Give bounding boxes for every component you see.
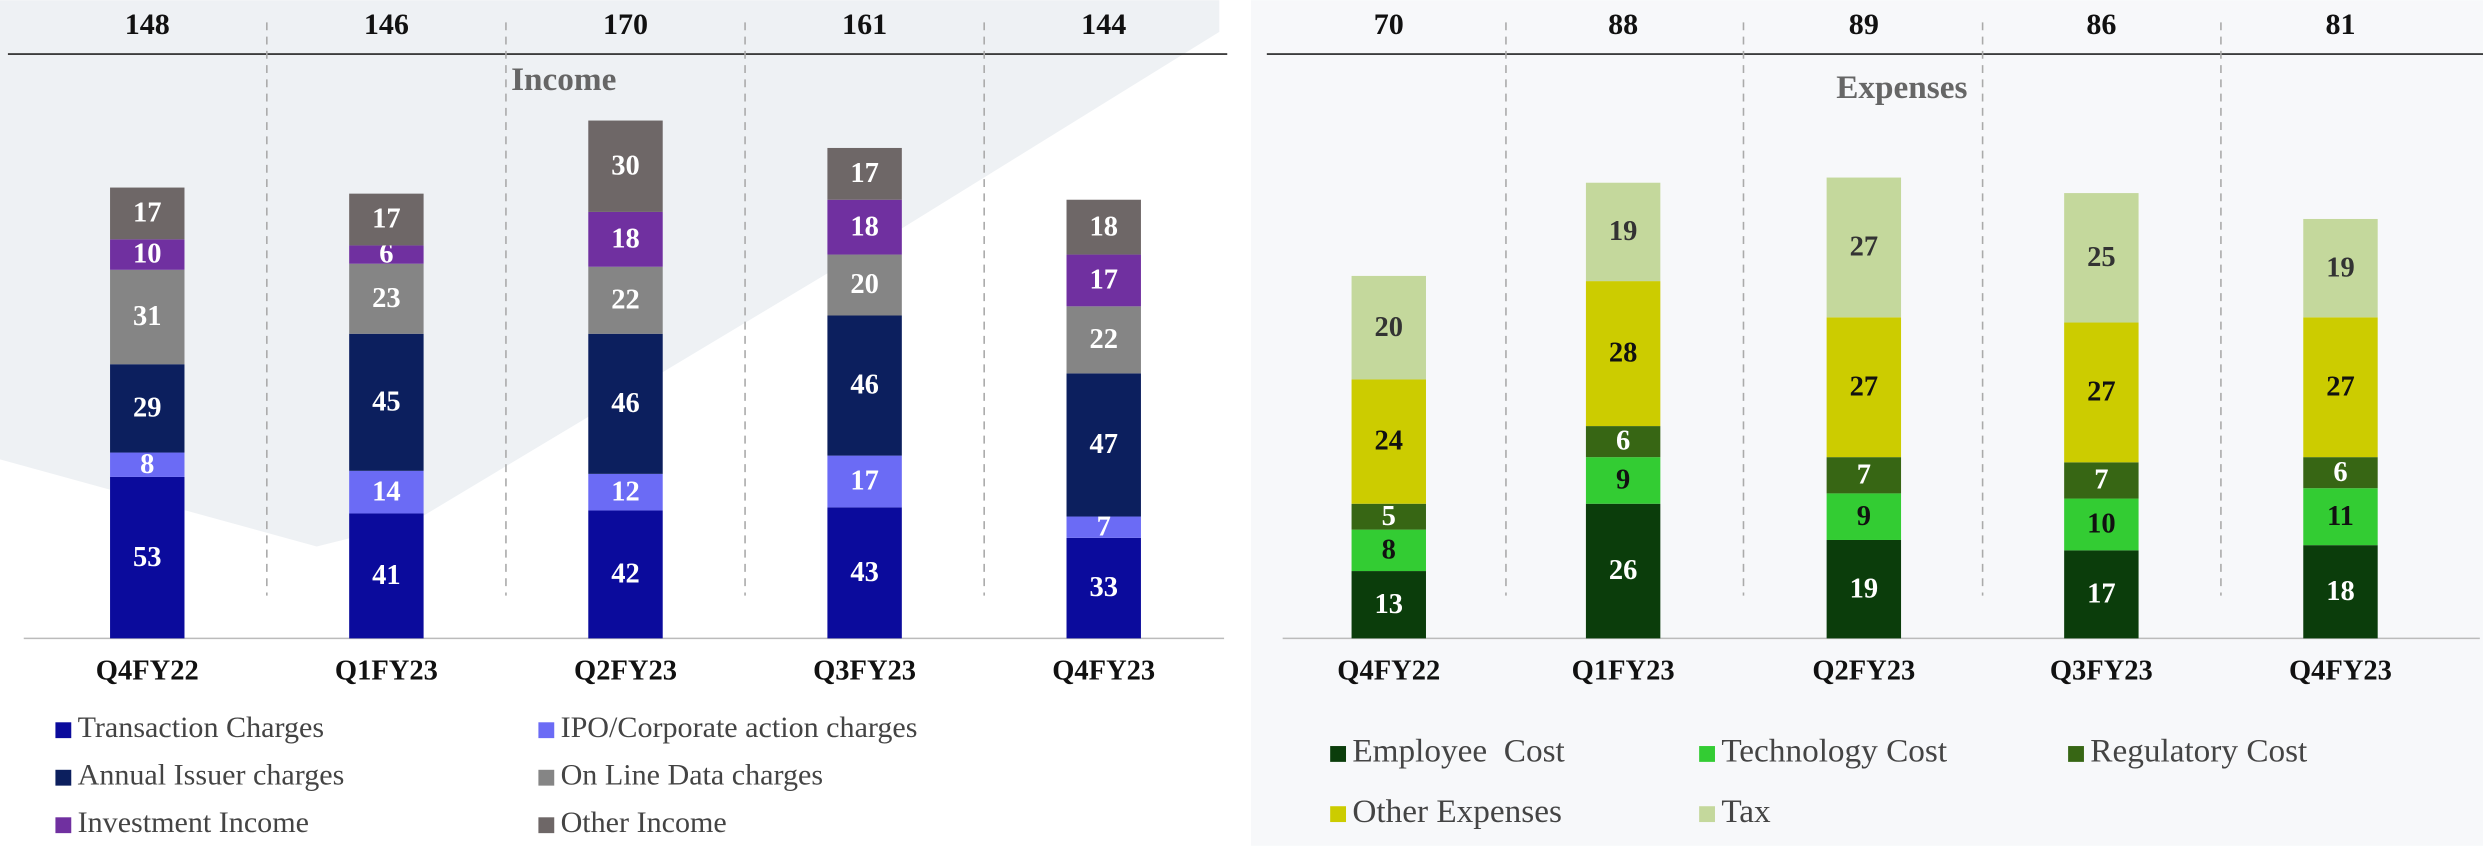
- value-label: 11: [2327, 501, 2354, 532]
- value-label: 27: [2326, 371, 2355, 402]
- value-label: 27: [1850, 232, 1878, 263]
- total-label: 86: [2086, 7, 2116, 41]
- legend-label: Annual Issuer charges: [78, 758, 345, 792]
- value-label: 19: [1850, 573, 1878, 604]
- value-label: 18: [611, 223, 640, 254]
- value-label: 45: [372, 386, 401, 417]
- value-label: 30: [611, 150, 640, 181]
- value-label: 42: [611, 559, 640, 590]
- value-label: 33: [1089, 572, 1118, 603]
- value-label: 10: [2087, 509, 2116, 540]
- legend-label: Other Income: [561, 805, 727, 839]
- value-label: 17: [850, 466, 878, 497]
- legend-label: On Line Data charges: [561, 758, 824, 792]
- total-label: 148: [125, 7, 170, 41]
- value-label: 46: [850, 370, 878, 401]
- x-tick-label: Q1FY23: [1572, 656, 1675, 687]
- legend-label: IPO/Corporate action charges: [561, 710, 918, 744]
- x-tick-label: Q1FY23: [335, 656, 438, 687]
- x-tick-label: Q4FY22: [96, 656, 199, 687]
- total-label: 146: [364, 7, 409, 41]
- total-label: 170: [603, 7, 648, 41]
- legend-swatch: [538, 817, 554, 833]
- page: Income148Q4FY2253829311017146Q1FY2341144…: [0, 0, 2483, 846]
- value-label: 41: [372, 560, 401, 591]
- value-label: 13: [1375, 589, 1404, 620]
- chart: Income148Q4FY2253829311017146Q1FY2341144…: [0, 0, 2483, 846]
- value-label: 6: [1616, 426, 1630, 457]
- value-label: 43: [850, 557, 878, 588]
- legend-swatch: [1699, 746, 1715, 762]
- value-label: 24: [1375, 426, 1404, 457]
- x-tick-label: Q2FY23: [574, 656, 677, 687]
- value-label: 9: [1616, 465, 1630, 496]
- value-label: 28: [1609, 338, 1638, 369]
- value-label: 27: [1850, 371, 1878, 402]
- value-label: 7: [2094, 465, 2108, 496]
- x-tick-label: Q3FY23: [2050, 656, 2153, 687]
- value-label: 18: [850, 211, 878, 242]
- value-label: 14: [372, 476, 401, 507]
- value-label: 26: [1609, 555, 1638, 586]
- x-tick-label: Q4FY23: [1052, 656, 1155, 687]
- legend-label: Other Expenses: [1352, 793, 1562, 830]
- legend-swatch: [2068, 746, 2084, 762]
- value-label: 8: [140, 449, 154, 480]
- chart-title: Income: [511, 61, 616, 98]
- total-label: 88: [1608, 7, 1638, 41]
- legend-swatch: [1699, 806, 1715, 822]
- value-label: 12: [611, 476, 640, 507]
- x-tick-label: Q4FY23: [2289, 656, 2392, 687]
- value-label: 17: [1089, 265, 1118, 296]
- value-label: 25: [2087, 242, 2116, 273]
- value-label: 17: [133, 198, 162, 229]
- value-label: 27: [2087, 377, 2116, 408]
- value-label: 31: [133, 301, 162, 332]
- value-label: 19: [2326, 252, 2355, 283]
- value-label: 20: [1375, 312, 1404, 343]
- value-label: 17: [850, 158, 878, 189]
- value-label: 19: [1609, 216, 1638, 247]
- legend-swatch: [55, 722, 71, 738]
- value-label: 20: [850, 269, 878, 300]
- legend-swatch: [55, 817, 71, 833]
- value-label: 18: [2326, 576, 2355, 607]
- x-tick-label: Q3FY23: [813, 656, 916, 687]
- total-label: 70: [1374, 7, 1404, 41]
- value-label: 22: [1089, 324, 1118, 355]
- x-tick-label: Q2FY23: [1812, 656, 1915, 687]
- value-label: 18: [1089, 211, 1118, 242]
- value-label: 6: [2333, 457, 2347, 488]
- legend-label: Transaction Charges: [78, 710, 324, 744]
- value-label: 9: [1857, 501, 1871, 532]
- legend-label: Regulatory Cost: [2090, 733, 2308, 770]
- value-label: 47: [1089, 429, 1118, 460]
- value-label: 22: [611, 284, 640, 315]
- value-label: 17: [2087, 578, 2116, 609]
- value-label: 7: [1857, 459, 1871, 490]
- total-label: 81: [2325, 7, 2355, 41]
- legend-label: Technology Cost: [1721, 733, 1948, 770]
- value-label: 53: [133, 542, 162, 573]
- legend-label: Investment Income: [78, 805, 309, 839]
- value-label: 17: [372, 204, 401, 235]
- legend-swatch: [1330, 806, 1346, 822]
- value-label: 8: [1382, 534, 1396, 565]
- value-label: 29: [133, 393, 162, 424]
- value-label: 5: [1382, 501, 1396, 532]
- legend-swatch: [55, 770, 71, 786]
- chart-title: Expenses: [1836, 69, 1967, 106]
- value-label: 23: [372, 283, 401, 314]
- value-label: 46: [611, 388, 640, 419]
- total-label: 144: [1081, 7, 1126, 41]
- legend-swatch: [1330, 746, 1346, 762]
- total-label: 161: [842, 7, 887, 41]
- legend-label: Employee Cost: [1352, 733, 1565, 770]
- legend-swatch: [538, 722, 554, 738]
- x-tick-label: Q4FY22: [1337, 656, 1440, 687]
- legend-label: Tax: [1721, 793, 1771, 830]
- value-label: 10: [133, 239, 162, 270]
- legend-swatch: [538, 770, 554, 786]
- total-label: 89: [1849, 7, 1879, 41]
